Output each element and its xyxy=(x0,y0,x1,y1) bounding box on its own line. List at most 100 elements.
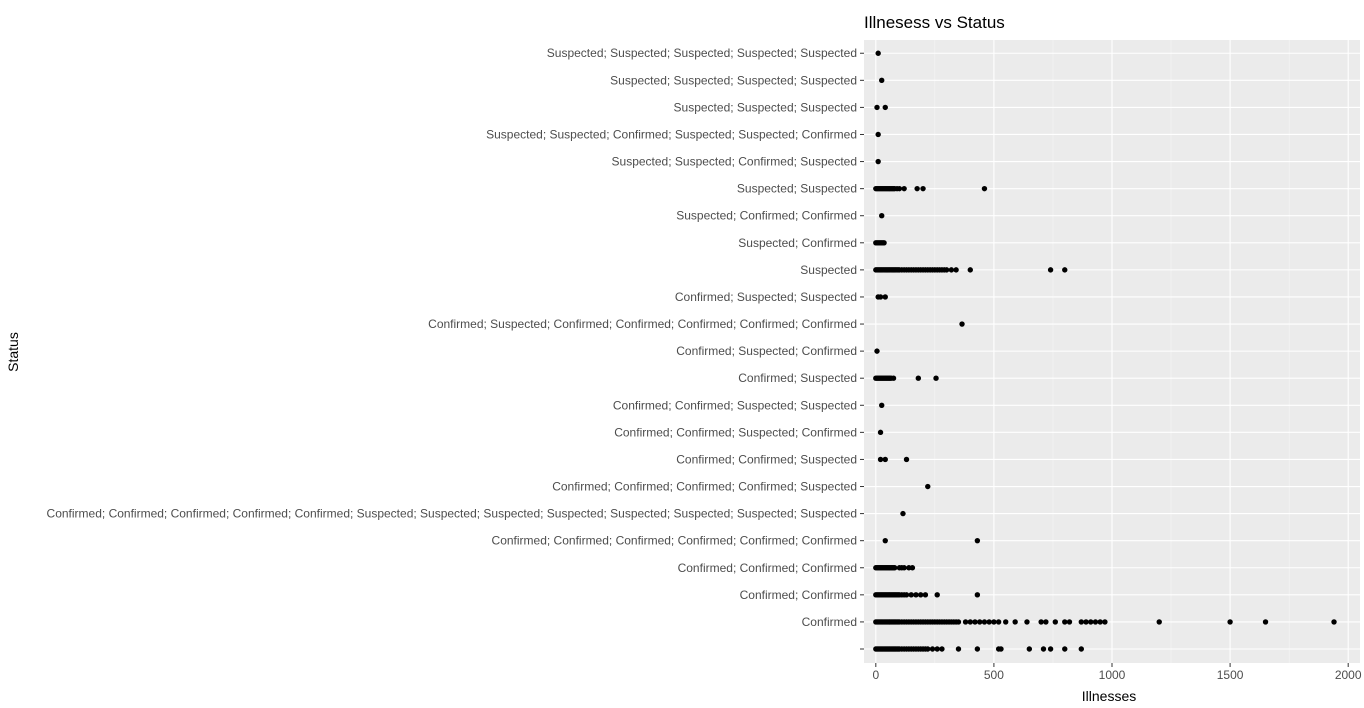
y-tick-label: Suspected; Suspected; Suspected; Suspect… xyxy=(610,73,857,87)
data-point xyxy=(875,158,881,165)
data-point xyxy=(903,456,910,463)
y-axis: Confirmed Confirmed; Confirmed Confirmed; … xyxy=(47,46,864,650)
data-point xyxy=(959,321,965,327)
data-point xyxy=(967,267,973,273)
data-point xyxy=(955,619,962,625)
data-point xyxy=(1156,619,1162,625)
data-point xyxy=(977,619,983,625)
y-tick-label: Confirmed; Confirmed xyxy=(740,588,857,602)
data-point xyxy=(882,104,888,111)
data-point xyxy=(874,348,880,354)
data-point xyxy=(925,483,931,490)
y-tick-label: Suspected; Suspected; Confirmed; Suspect… xyxy=(486,127,857,141)
data-point xyxy=(967,619,973,625)
data-point xyxy=(974,537,981,544)
data-point xyxy=(1047,267,1054,273)
data-point xyxy=(1024,619,1030,625)
x-axis-title: Illnesses xyxy=(1082,688,1136,704)
x-tick-label: 0 xyxy=(872,668,879,682)
y-tick-label: Suspected; Confirmed xyxy=(738,236,857,250)
data-point xyxy=(1227,619,1233,625)
data-point xyxy=(1097,619,1103,625)
data-point xyxy=(1003,619,1009,625)
data-point xyxy=(875,131,881,138)
x-tick-label: 500 xyxy=(984,668,1004,682)
y-tick-label: Suspected; Suspected; Suspected xyxy=(674,100,857,114)
major-gridlines xyxy=(864,40,1360,663)
y-tick-label: Suspected; Suspected; Confirmed; Suspect… xyxy=(612,155,857,169)
data-point xyxy=(991,619,997,625)
data-point xyxy=(879,213,885,219)
data-point xyxy=(1062,267,1068,273)
data-point xyxy=(1092,619,1099,625)
data-point xyxy=(914,185,920,192)
data-point xyxy=(1088,619,1094,625)
data-point xyxy=(903,592,910,598)
data-point xyxy=(925,646,931,652)
data-point xyxy=(1262,619,1269,625)
y-tick-label: Confirmed; Suspected; Suspected xyxy=(675,290,857,304)
y-tick-label: Confirmed; Suspected; Confirmed xyxy=(676,344,857,358)
data-point xyxy=(981,619,988,625)
data-point xyxy=(986,619,992,625)
x-tick-label: 1000 xyxy=(1099,668,1126,682)
data-point xyxy=(877,456,884,463)
data-point xyxy=(981,185,988,192)
data-point xyxy=(879,402,885,408)
data-point xyxy=(998,646,1004,652)
data-point xyxy=(1331,619,1337,625)
y-tick-label: Confirmed xyxy=(802,615,857,629)
y-axis-title: Status xyxy=(5,332,21,372)
data-points xyxy=(873,50,1337,652)
y-tick-label: Suspected; Suspected xyxy=(737,182,857,196)
y-tick-label: Confirmed; Suspected; Confirmed; Confirm… xyxy=(428,317,857,331)
data-point xyxy=(1047,646,1054,652)
data-point xyxy=(974,592,981,598)
data-point xyxy=(892,565,898,571)
y-tick-label: Suspected xyxy=(800,263,857,277)
data-point xyxy=(934,646,940,652)
data-point xyxy=(972,619,978,625)
x-tick-label: 2000 xyxy=(1335,668,1362,682)
data-point xyxy=(901,565,907,571)
data-point xyxy=(1062,619,1068,625)
data-point xyxy=(917,592,924,598)
data-point xyxy=(901,185,907,192)
data-point xyxy=(879,77,885,84)
data-point xyxy=(1012,619,1018,625)
data-point xyxy=(875,50,881,56)
data-point xyxy=(896,185,903,192)
y-tick-label: Suspected; Confirmed; Confirmed xyxy=(676,209,857,223)
data-point xyxy=(900,510,906,517)
y-tick-label: Suspected; Suspected; Suspected; Suspect… xyxy=(547,46,857,60)
data-point xyxy=(1038,619,1044,625)
data-point xyxy=(915,375,922,381)
y-tick-label: Confirmed; Confirmed; Confirmed; Confirm… xyxy=(492,534,857,548)
data-point xyxy=(909,565,916,571)
data-point xyxy=(995,619,1002,625)
y-tick-label: Confirmed; Confirmed; Suspected xyxy=(676,452,857,466)
y-tick-label: Confirmed; Confirmed; Confirmed; Confirm… xyxy=(552,480,857,494)
data-point xyxy=(877,429,884,436)
data-point xyxy=(1083,619,1089,625)
data-point xyxy=(922,592,929,598)
data-point xyxy=(913,592,919,598)
data-point xyxy=(1102,619,1108,625)
data-point xyxy=(974,646,981,652)
y-tick-label: Confirmed; Suspected xyxy=(738,371,857,385)
data-point xyxy=(874,104,880,111)
data-point xyxy=(882,294,888,300)
data-point xyxy=(1066,619,1073,625)
data-point xyxy=(1026,646,1033,652)
x-tick-label: 1500 xyxy=(1217,668,1244,682)
data-point xyxy=(1078,619,1084,625)
data-point xyxy=(1078,646,1084,652)
y-tick-label: Confirmed; Confirmed; Suspected; Confirm… xyxy=(614,425,857,439)
data-point xyxy=(882,456,888,463)
chart-title: Illnesess vs Status xyxy=(864,13,1005,32)
data-point xyxy=(882,537,888,544)
data-point xyxy=(943,267,950,273)
data-point xyxy=(881,240,887,246)
y-tick-label: Confirmed; Confirmed; Suspected; Suspect… xyxy=(613,398,857,412)
